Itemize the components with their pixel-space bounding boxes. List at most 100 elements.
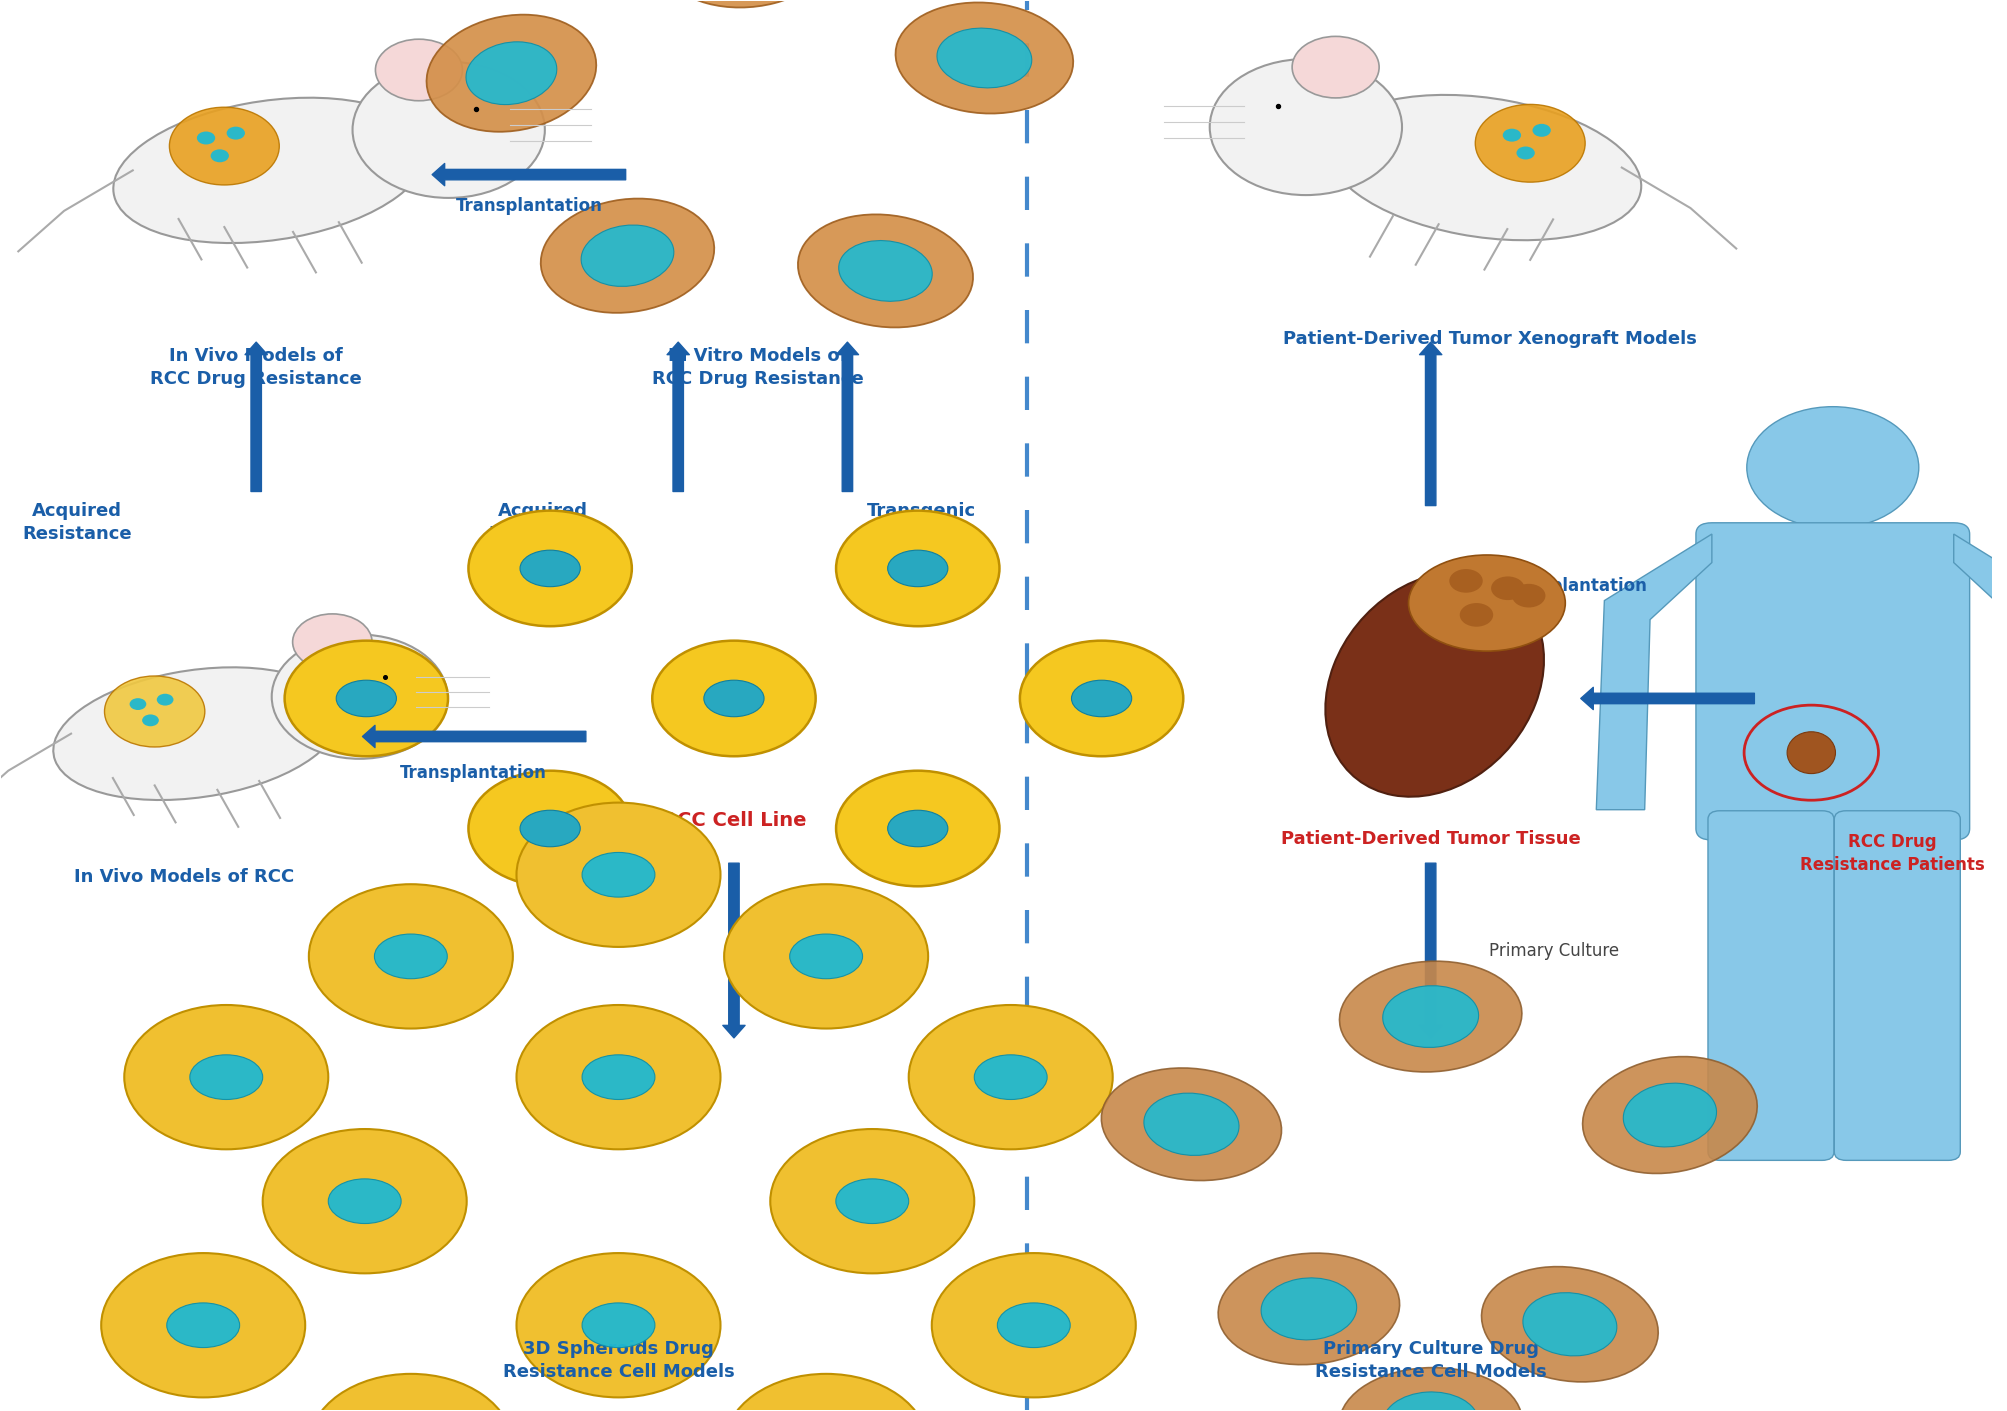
Text: 3D Culture: 3D Culture: [753, 941, 841, 959]
Text: Acquired
Resistance: Acquired Resistance: [488, 502, 598, 543]
Ellipse shape: [887, 810, 947, 847]
FancyBboxPatch shape: [1696, 523, 1969, 840]
Circle shape: [771, 1129, 973, 1273]
Circle shape: [516, 1005, 721, 1150]
Ellipse shape: [54, 667, 339, 800]
Text: Primary Culture Drug
Resistance Cell Models: Primary Culture Drug Resistance Cell Mod…: [1315, 1339, 1545, 1381]
Circle shape: [1475, 104, 1584, 182]
Polygon shape: [1596, 533, 1712, 810]
Ellipse shape: [466, 42, 556, 104]
Ellipse shape: [327, 1178, 401, 1223]
Ellipse shape: [835, 1178, 909, 1223]
Ellipse shape: [1383, 986, 1477, 1047]
Ellipse shape: [335, 680, 395, 717]
Ellipse shape: [1521, 1292, 1616, 1356]
Circle shape: [263, 1129, 466, 1273]
Ellipse shape: [520, 550, 580, 587]
Text: RCC Drug
Resistance Patients: RCC Drug Resistance Patients: [1798, 832, 1983, 875]
Text: Primary Culture: Primary Culture: [1489, 941, 1618, 959]
Circle shape: [516, 803, 721, 947]
Circle shape: [309, 885, 512, 1029]
Text: Transplantation: Transplantation: [1499, 577, 1646, 595]
Circle shape: [285, 641, 448, 756]
Ellipse shape: [1072, 680, 1132, 717]
Circle shape: [516, 1253, 721, 1397]
Text: Acquired
Resistance: Acquired Resistance: [22, 502, 132, 543]
Circle shape: [1491, 577, 1523, 600]
Polygon shape: [1953, 533, 2007, 810]
Ellipse shape: [112, 97, 427, 243]
Ellipse shape: [1383, 1391, 1477, 1411]
Ellipse shape: [1144, 1094, 1238, 1156]
Circle shape: [909, 1005, 1112, 1150]
Circle shape: [353, 62, 544, 198]
Circle shape: [1208, 59, 1401, 195]
Circle shape: [1746, 406, 1919, 528]
Circle shape: [375, 40, 462, 100]
Circle shape: [725, 885, 927, 1029]
Ellipse shape: [1481, 1267, 1658, 1381]
Ellipse shape: [1339, 1367, 1521, 1411]
Ellipse shape: [1325, 571, 1543, 797]
Text: Transplantation: Transplantation: [456, 196, 602, 214]
Ellipse shape: [425, 14, 596, 131]
Circle shape: [169, 107, 279, 185]
Text: RCC Cell Line: RCC Cell Line: [662, 811, 805, 831]
Circle shape: [1291, 37, 1379, 97]
Ellipse shape: [1582, 1057, 1756, 1174]
Ellipse shape: [1339, 961, 1521, 1072]
Ellipse shape: [1218, 1253, 1399, 1364]
Ellipse shape: [1786, 732, 1834, 773]
Circle shape: [130, 698, 147, 710]
Text: Patient-Derived Tumor Tissue: Patient-Derived Tumor Tissue: [1280, 830, 1580, 848]
Circle shape: [835, 511, 999, 626]
Circle shape: [468, 770, 632, 886]
Ellipse shape: [582, 1302, 654, 1348]
Ellipse shape: [373, 934, 448, 979]
Ellipse shape: [582, 852, 654, 897]
Circle shape: [271, 635, 448, 759]
FancyBboxPatch shape: [1708, 811, 1832, 1160]
Bar: [1800, 467, 1865, 543]
Circle shape: [104, 676, 205, 746]
Ellipse shape: [658, 0, 835, 7]
Text: In Vivo Models of RCC: In Vivo Models of RCC: [74, 868, 295, 886]
Text: In Vivo Models of
RCC Drug Resistance: In Vivo Models of RCC Drug Resistance: [151, 347, 361, 388]
Ellipse shape: [540, 199, 714, 313]
Ellipse shape: [797, 214, 973, 327]
Ellipse shape: [1100, 1068, 1280, 1181]
Ellipse shape: [1622, 1084, 1716, 1147]
Ellipse shape: [895, 3, 1072, 113]
Ellipse shape: [839, 240, 931, 302]
Circle shape: [1515, 147, 1533, 159]
Circle shape: [725, 1374, 927, 1411]
Ellipse shape: [973, 1055, 1046, 1099]
Ellipse shape: [520, 810, 580, 847]
Ellipse shape: [1407, 555, 1565, 650]
Text: Transplantation: Transplantation: [399, 765, 546, 782]
Circle shape: [100, 1253, 305, 1397]
Text: Patient-Derived Tumor Xenograft Models: Patient-Derived Tumor Xenograft Models: [1282, 330, 1696, 349]
Circle shape: [931, 1253, 1136, 1397]
Circle shape: [197, 131, 215, 144]
Circle shape: [1531, 124, 1549, 137]
Circle shape: [835, 770, 999, 886]
Text: In Vitro Models of
RCC Drug Resistance: In Vitro Models of RCC Drug Resistance: [652, 347, 863, 388]
Ellipse shape: [582, 1055, 654, 1099]
Ellipse shape: [789, 934, 863, 979]
Circle shape: [157, 694, 173, 706]
Ellipse shape: [1260, 1278, 1357, 1340]
Circle shape: [468, 511, 632, 626]
Text: 3D Spheroids Drug
Resistance Cell Models: 3D Spheroids Drug Resistance Cell Models: [502, 1339, 735, 1381]
Circle shape: [1501, 128, 1519, 141]
Circle shape: [1459, 602, 1493, 626]
Circle shape: [124, 1005, 327, 1150]
Circle shape: [227, 127, 245, 140]
Circle shape: [211, 150, 229, 162]
Text: Transgenic
Technology: Transgenic Technology: [863, 502, 977, 543]
Ellipse shape: [704, 680, 765, 717]
Circle shape: [1511, 584, 1545, 608]
Ellipse shape: [997, 1302, 1070, 1348]
Ellipse shape: [937, 28, 1032, 87]
FancyBboxPatch shape: [1832, 811, 1959, 1160]
